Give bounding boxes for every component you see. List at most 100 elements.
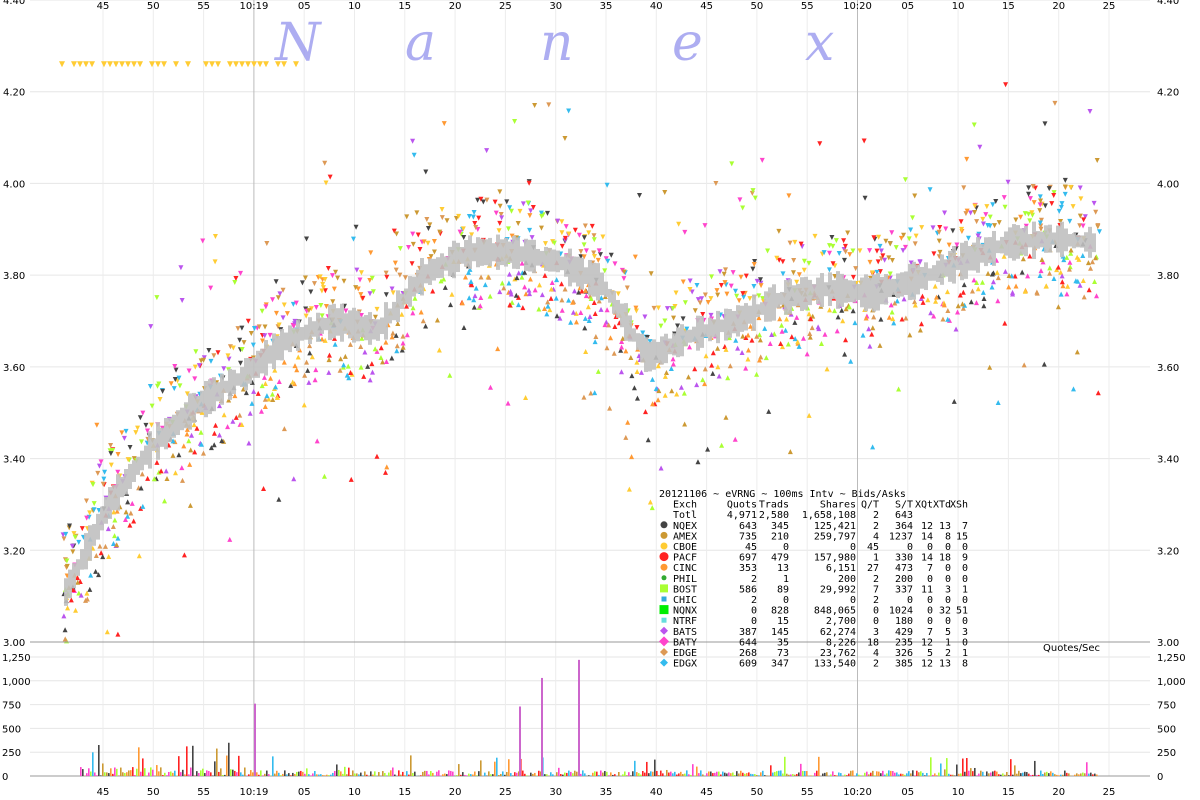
quote-mark — [954, 242, 960, 248]
nbbo-segment — [504, 237, 508, 267]
nbbo-segment — [408, 276, 412, 307]
quote-mark — [1038, 268, 1044, 274]
quote-mark — [516, 270, 522, 276]
quote-mark — [955, 303, 961, 309]
quote-mark — [979, 279, 985, 285]
volume-bar — [96, 775, 98, 776]
quote-mark — [208, 445, 214, 451]
volume-bar — [510, 773, 512, 776]
quote-mark — [1034, 289, 1040, 295]
quote-mark — [715, 345, 721, 351]
volume-bar — [632, 771, 634, 776]
volume-bar — [910, 773, 912, 776]
volume-bar — [308, 774, 310, 776]
quote-mark — [1038, 198, 1044, 204]
volume-bar — [274, 773, 276, 776]
volume-bar — [476, 775, 478, 776]
quote-mark — [695, 297, 701, 303]
quote-mark — [274, 394, 280, 400]
volume-bar — [1060, 774, 1062, 776]
quote-mark — [1013, 283, 1019, 289]
quote-mark — [160, 388, 166, 394]
quote-mark — [213, 422, 219, 428]
quote-mark — [606, 322, 612, 328]
volume-bar — [606, 771, 608, 776]
nbbo-segment — [692, 326, 696, 343]
quote-mark — [1019, 269, 1025, 275]
quote-mark — [466, 214, 472, 220]
quote-mark — [337, 367, 343, 373]
quote-mark — [471, 297, 477, 303]
volume-bar — [398, 770, 400, 776]
quote-mark — [756, 315, 762, 321]
quote-mark — [264, 393, 270, 399]
quote-mark — [270, 297, 276, 303]
quote-mark — [724, 291, 730, 297]
volume-bar — [1050, 771, 1052, 776]
nbbo-segment — [292, 327, 296, 347]
legend-row-cell: 330 — [895, 553, 913, 564]
volume-bar — [1062, 774, 1064, 776]
quote-mark — [827, 307, 833, 313]
quote-mark — [200, 450, 206, 456]
nbbo-segment — [176, 410, 180, 436]
quote-mark — [468, 279, 474, 285]
quote-mark — [466, 295, 472, 301]
nbbo-segment — [712, 319, 716, 338]
quote-mark — [559, 230, 565, 236]
quote-mark — [889, 257, 895, 263]
legend-row-cell: 200 — [895, 574, 913, 585]
volume-bar — [634, 760, 636, 776]
volume-bar — [1010, 759, 1012, 776]
quote-mark — [808, 316, 814, 322]
quote-mark — [1060, 283, 1066, 289]
volume-bar — [792, 774, 794, 776]
legend-row-cell: 2 — [873, 595, 879, 606]
quote-mark — [154, 295, 160, 301]
volume-bar — [584, 773, 586, 776]
quote-mark — [121, 435, 127, 441]
legend-row-cell: 5 — [945, 627, 951, 638]
quote-mark — [1006, 284, 1012, 290]
quote-mark — [353, 285, 359, 291]
quote-mark — [766, 408, 772, 414]
volume-bar — [850, 770, 852, 776]
volume-bar — [994, 770, 996, 776]
quote-mark — [936, 229, 942, 235]
volume-bar — [350, 774, 352, 776]
watermark-letter: e — [672, 13, 703, 73]
volume-tick-label-left: 750 — [2, 701, 21, 712]
legend-row-cell: 2 — [751, 595, 757, 606]
volume-bar — [338, 769, 340, 776]
quote-mark — [765, 248, 771, 254]
volume-bar — [1090, 772, 1092, 776]
quote-mark — [738, 274, 744, 280]
quote-mark — [767, 340, 773, 346]
legend-row-cell: 347 — [771, 659, 789, 670]
volume-bar — [1080, 773, 1082, 776]
quote-mark — [975, 233, 981, 239]
quote-mark — [700, 377, 706, 383]
volume-bar — [558, 767, 560, 776]
quote-mark — [468, 281, 474, 287]
quote-mark — [945, 316, 951, 322]
quote-mark — [573, 319, 579, 325]
volume-bar — [394, 774, 396, 776]
quote-mark — [810, 313, 816, 319]
nbbo-segment — [728, 308, 732, 338]
volume-bar — [590, 775, 592, 776]
legend-total-cell: 1,658,108 — [802, 510, 856, 521]
quote-mark — [322, 160, 328, 166]
volume-bar — [592, 772, 594, 776]
volume-bar — [90, 771, 92, 776]
quote-mark — [304, 359, 310, 365]
quote-mark — [331, 286, 337, 292]
quote-mark — [1012, 273, 1018, 279]
quote-mark — [647, 339, 653, 345]
quote-mark — [901, 232, 907, 238]
quote-mark — [129, 500, 135, 506]
quote-mark — [367, 291, 373, 297]
quote-mark — [649, 376, 655, 382]
quote-mark — [172, 470, 178, 476]
nbbo-segment — [644, 337, 648, 373]
